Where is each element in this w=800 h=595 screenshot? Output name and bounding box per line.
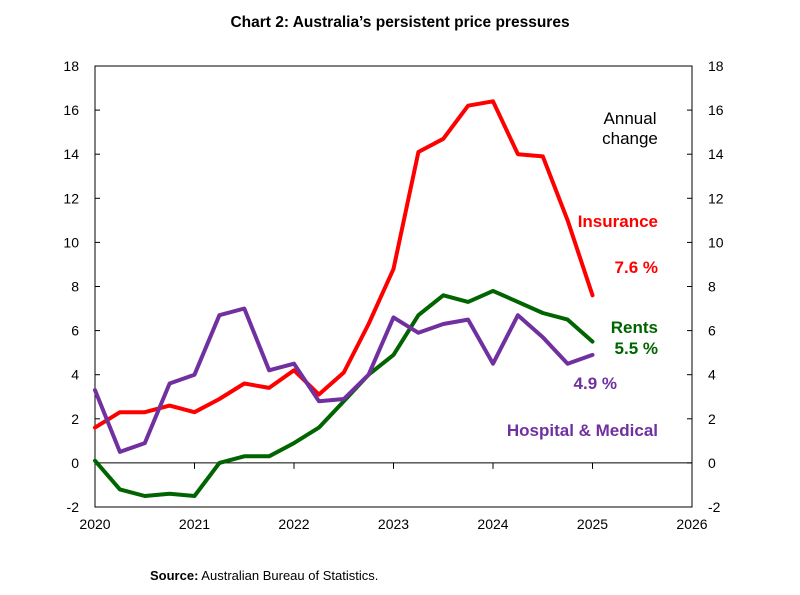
x-tick-label: 2021: [179, 516, 210, 532]
y-tick-label-left: 14: [63, 146, 79, 162]
y-tick-label-left: 8: [71, 279, 79, 295]
left-y-axis: -2 0 2 4 6 8 10 12 14 16 18: [63, 58, 100, 515]
x-tick-label: 2023: [378, 516, 409, 532]
x-tick-label: 2022: [278, 516, 309, 532]
y-tick-label-right: 18: [708, 58, 724, 74]
series-line-rents: [93, 288, 595, 498]
rents-label: Rents: [611, 318, 658, 337]
x-tick-label: 2025: [577, 516, 608, 532]
y-tick-label-right: 16: [708, 102, 724, 118]
rents-value-label: 5.5 %: [615, 339, 658, 358]
x-axis: 2020 2021 2022 2023 2024 2025 2026: [79, 462, 708, 532]
source-note: Source: Australian Bureau of Statistics.: [150, 568, 378, 583]
y-tick-label-left: 4: [71, 367, 79, 383]
y-tick-label-left: 2: [71, 411, 79, 427]
y-tick-label-left: 12: [63, 190, 79, 206]
y-tick-label-right: 0: [708, 455, 716, 471]
hospital-value-label: 4.9 %: [574, 374, 617, 393]
right-y-axis: -2 0 2 4 6 8 10 12 14 16 18: [687, 58, 724, 515]
y-tick-label-right: 10: [708, 234, 724, 250]
y-tick-label-right: -2: [708, 499, 721, 515]
y-tick-label-left: 0: [71, 455, 79, 471]
source-text: Australian Bureau of Statistics.: [198, 568, 379, 583]
y-tick-label-left: -2: [67, 499, 80, 515]
y-tick-label-left: 6: [71, 323, 79, 339]
y-tick-label-right: 4: [708, 367, 716, 383]
annotation-line-1: Annual: [604, 109, 657, 128]
chart-title: Chart 2: Australia’s persistent price pr…: [230, 14, 569, 31]
series-layer: [93, 99, 595, 498]
source-label: Source:: [150, 568, 199, 583]
x-tick-label: 2026: [676, 516, 707, 532]
insurance-label: Insurance: [578, 212, 658, 231]
price-pressures-chart: Chart 2: Australia’s persistent price pr…: [63, 14, 724, 532]
y-tick-label-right: 14: [708, 146, 724, 162]
series-line-hospital-medical: [93, 306, 595, 454]
y-tick-label-left: 16: [63, 102, 79, 118]
y-tick-label-left: 10: [63, 234, 79, 250]
y-tick-label-left: 18: [63, 58, 79, 74]
series-line-insurance: [93, 99, 595, 430]
annotation-line-2: change: [602, 129, 658, 148]
y-tick-label-right: 2: [708, 411, 716, 427]
y-tick-label-right: 12: [708, 190, 724, 206]
x-tick-label: 2024: [477, 516, 508, 532]
hospital-label: Hospital & Medical: [507, 421, 658, 440]
y-tick-label-right: 6: [708, 323, 716, 339]
y-tick-label-right: 8: [708, 279, 716, 295]
x-tick-label: 2020: [79, 516, 110, 532]
insurance-value-label: 7.6 %: [615, 258, 658, 277]
